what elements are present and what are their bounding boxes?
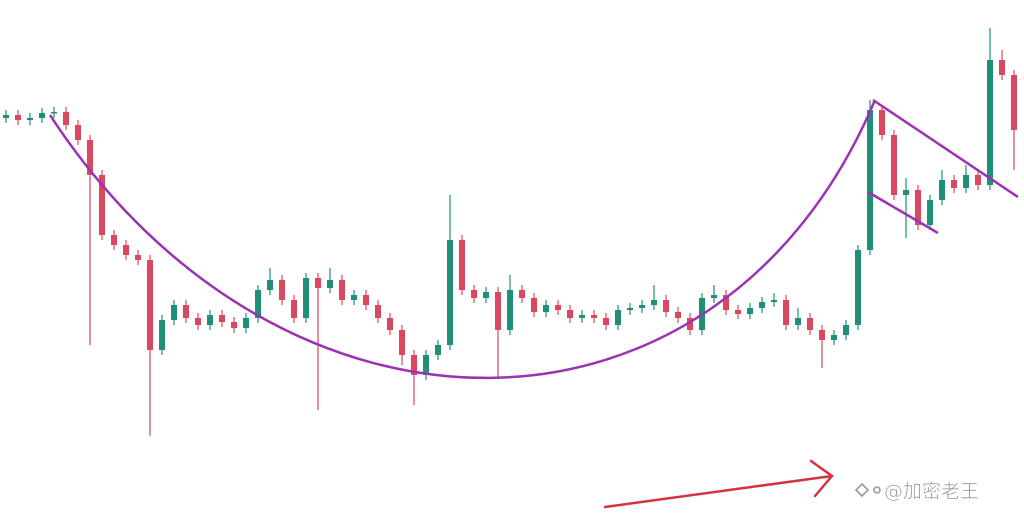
candle-body: [879, 110, 885, 135]
candle-body: [195, 318, 201, 325]
watermark-icon: [854, 482, 881, 498]
candle-body: [711, 295, 717, 298]
candle-body: [87, 140, 93, 175]
candle-body: [387, 318, 393, 330]
candle-body: [579, 315, 585, 318]
candle-body: [231, 322, 237, 328]
candle-body: [315, 278, 321, 288]
candle-body: [915, 190, 921, 225]
candle-body: [615, 310, 621, 325]
candle-body: [459, 240, 465, 290]
candle-body: [867, 110, 873, 250]
candle-body: [807, 318, 813, 330]
candle-body: [723, 295, 729, 310]
candle-body: [951, 180, 957, 188]
cup-curve: [48, 99, 877, 380]
candle-body: [375, 305, 381, 318]
candle-body: [111, 235, 117, 245]
candle-body: [903, 190, 909, 195]
candle-body: [555, 305, 561, 310]
red-arrow: [603, 459, 834, 509]
candle-body: [363, 295, 369, 305]
candle-body: [399, 330, 405, 355]
candle-body: [531, 298, 537, 312]
candle-body: [27, 118, 33, 120]
candle-body: [543, 305, 549, 312]
candle-body: [291, 300, 297, 318]
candle-body: [471, 290, 477, 298]
candle-body: [987, 60, 993, 185]
arrow-shaft: [603, 474, 834, 509]
candle-body: [855, 250, 861, 325]
handle-upper-line: [872, 98, 1019, 199]
candle-body: [639, 305, 645, 308]
arrow-head: [809, 459, 834, 498]
candle-body: [435, 345, 441, 355]
candle-body: [747, 308, 753, 314]
candle-body: [663, 300, 669, 312]
candle-body: [507, 290, 513, 330]
candle-body: [495, 292, 501, 330]
candle-body: [147, 260, 153, 350]
watermark-diamond: [854, 482, 870, 498]
candle-body: [819, 330, 825, 340]
candle-body: [39, 113, 45, 118]
candle-body: [927, 200, 933, 225]
candle-body: [267, 280, 273, 290]
candle-body: [243, 318, 249, 328]
candle-body: [759, 302, 765, 308]
candle-body: [327, 280, 333, 288]
candle-body: [1011, 75, 1017, 130]
candle-body: [735, 310, 741, 314]
candles: [3, 28, 1017, 436]
candle-body: [567, 310, 573, 318]
watermark: @加密老王: [884, 481, 979, 503]
candle-body: [891, 135, 897, 195]
candle-body: [219, 315, 225, 322]
candle-body: [999, 60, 1005, 75]
candle-body: [279, 280, 285, 300]
candle-body: [519, 290, 525, 298]
candle-body: [843, 325, 849, 335]
candle-body: [159, 320, 165, 350]
candle-body: [483, 292, 489, 298]
candle-body: [135, 255, 141, 260]
watermark-dot: [873, 486, 881, 494]
candle-body: [207, 315, 213, 325]
candle-body: [939, 180, 945, 200]
candle-body: [675, 312, 681, 318]
candle-body: [963, 175, 969, 188]
candle-body: [99, 175, 105, 235]
candle-body: [591, 315, 597, 318]
candle-body: [627, 308, 633, 310]
candle-body: [75, 125, 81, 140]
candle-body: [603, 318, 609, 325]
candle-body: [411, 355, 417, 375]
candle-body: [975, 175, 981, 185]
candle-body: [3, 115, 9, 118]
candle-body: [651, 300, 657, 305]
candle-body: [771, 300, 777, 302]
candle-body: [687, 318, 693, 330]
candle-body: [795, 318, 801, 325]
candle-body: [171, 305, 177, 320]
candle-body: [447, 240, 453, 345]
candle-body: [15, 115, 21, 120]
candle-body: [339, 280, 345, 300]
candle-body: [51, 112, 57, 114]
candle-body: [255, 290, 261, 318]
candle-body: [831, 335, 837, 340]
handle-lower-line: [867, 190, 939, 235]
candle-body: [351, 295, 357, 300]
candle-body: [63, 112, 69, 125]
candle-body: [123, 245, 129, 255]
candle-body: [783, 300, 789, 325]
candle-body: [183, 305, 189, 318]
candle-body: [303, 278, 309, 318]
candle-body: [423, 355, 429, 375]
